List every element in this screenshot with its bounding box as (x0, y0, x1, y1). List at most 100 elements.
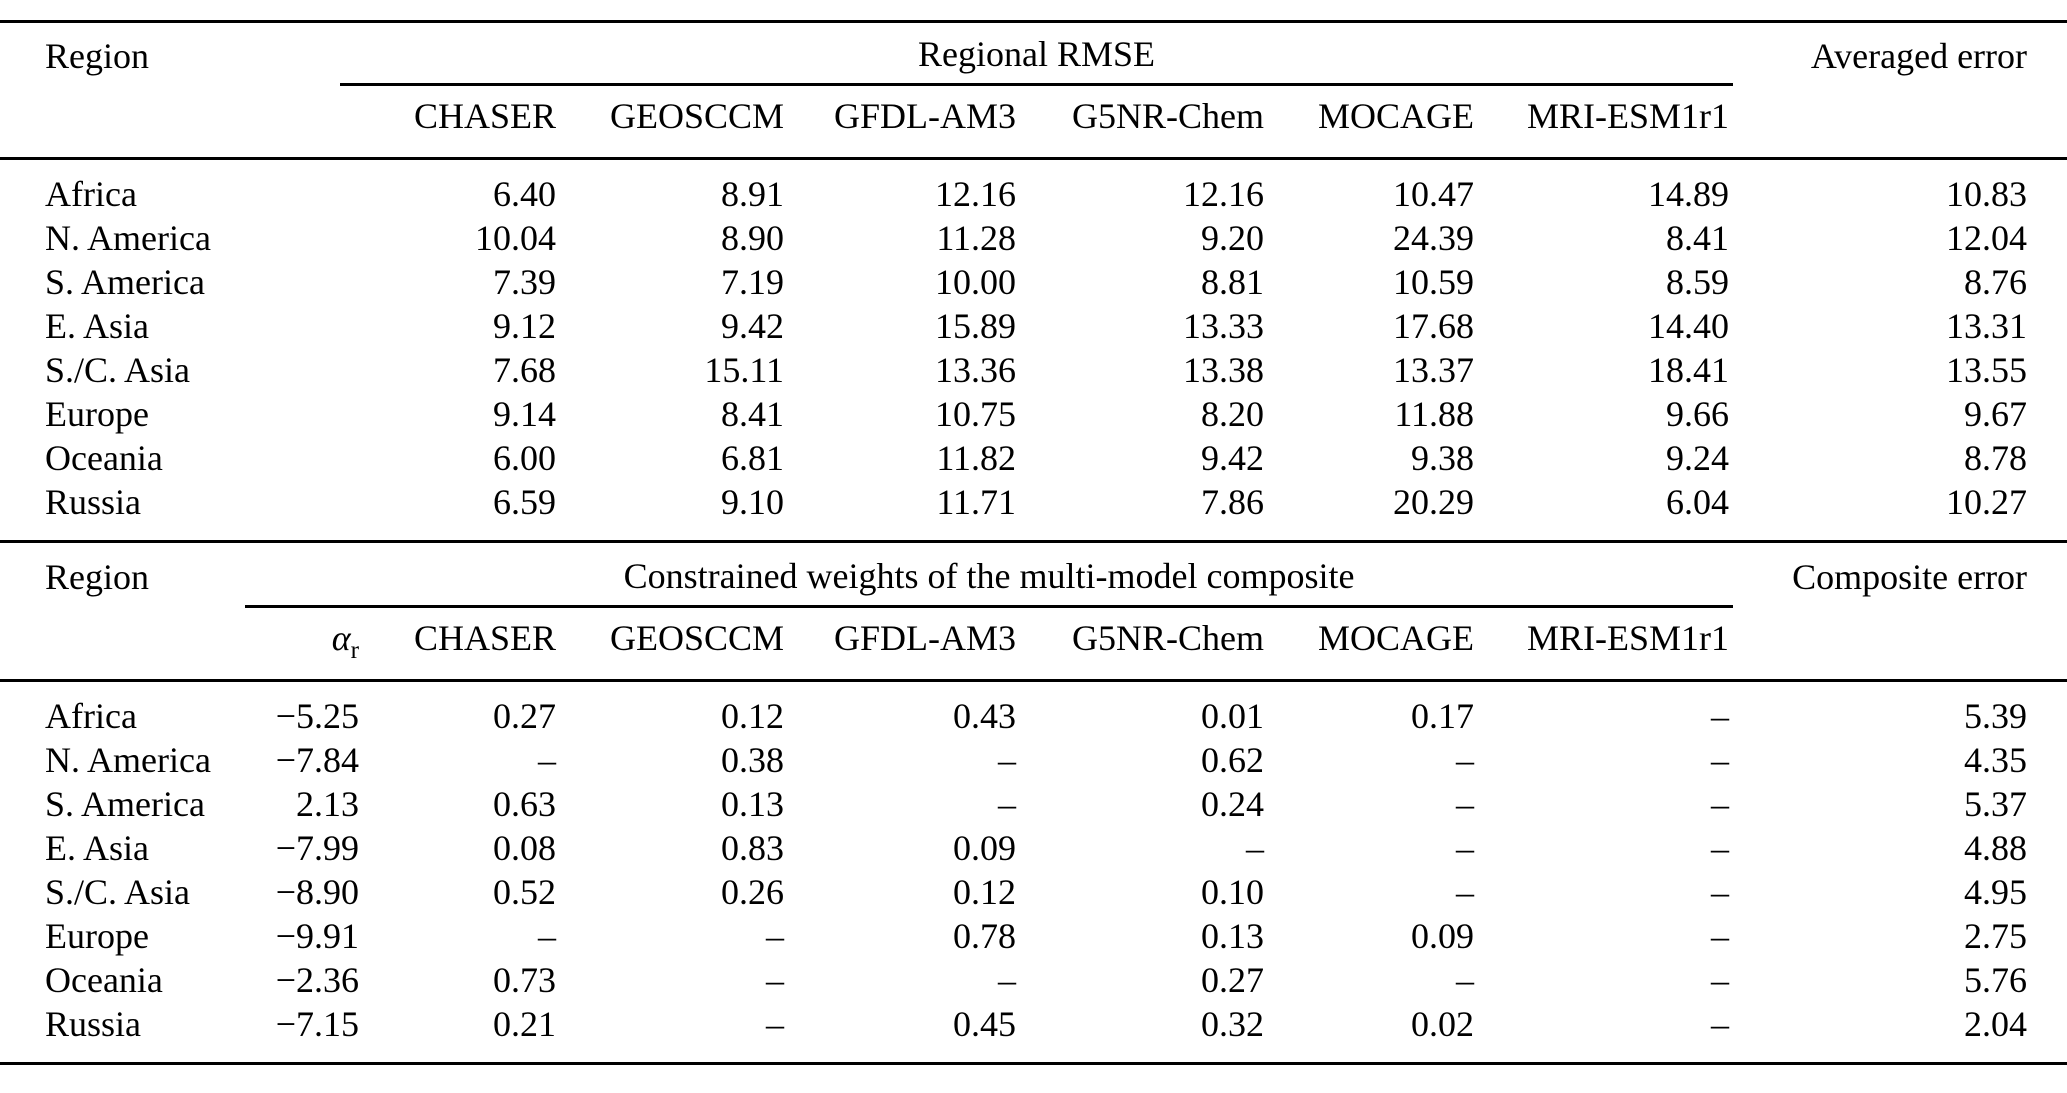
value-cell: 0.27 (1201, 959, 1264, 1000)
paper-table-figure: Region Regional RMSE Averaged error CHAS… (0, 20, 2067, 1065)
value-cell: 12.16 (1183, 174, 1264, 214)
value-cell: 0.43 (953, 695, 1016, 736)
region-cell: E. Asia (45, 827, 149, 868)
rmse-span-header: Regional RMSE (340, 21, 1734, 86)
value-cell: – (1711, 959, 1730, 1000)
alpha-r-header: αr (245, 606, 363, 682)
rmse-header-row-1: Region Regional RMSE Averaged error (0, 21, 2067, 86)
region-cell: Russia (45, 482, 142, 522)
value-cell: – (538, 915, 556, 956)
value-cell: 6.59 (493, 482, 556, 522)
value-cell: 13.38 (1183, 350, 1264, 390)
value-cell: 0.09 (1411, 915, 1474, 956)
averaged-error-header: Averaged error (1810, 35, 2028, 76)
region-cell: Africa (45, 695, 137, 736)
constrained-weights-table: Region Constrained weights of the multi-… (0, 543, 2067, 1065)
value-cell: 11.82 (936, 438, 1016, 478)
region-cell: E. Asia (45, 306, 149, 346)
value-cell: 24.39 (1393, 218, 1474, 258)
value-cell: 10.47 (1393, 174, 1474, 214)
empty-cell (0, 606, 245, 682)
value-cell: 11.28 (936, 218, 1016, 258)
value-cell: −9.91 (275, 915, 359, 956)
value-cell: 10.04 (475, 218, 556, 258)
value-cell: 0.17 (1411, 695, 1474, 736)
value-cell: −7.99 (275, 827, 359, 868)
value-cell: – (1711, 739, 1730, 780)
table-row: Africa −5.25 0.27 0.12 0.43 0.01 0.17 – 5.39 (0, 680, 2067, 738)
value-cell: 9.66 (1666, 394, 1730, 434)
value-cell: 8.78 (1964, 438, 2028, 478)
region-cell: S./C. Asia (45, 350, 191, 390)
value-cell: 2.75 (1964, 915, 2028, 956)
value-cell: 0.09 (953, 827, 1016, 868)
region-cell: N. America (45, 218, 211, 258)
value-cell: – (766, 959, 784, 1000)
value-cell: 8.41 (1666, 218, 1730, 258)
value-cell: – (1456, 783, 1474, 824)
value-cell: 2.13 (296, 783, 359, 824)
value-cell: 0.78 (953, 915, 1016, 956)
value-cell: – (1456, 827, 1474, 868)
value-cell: 8.76 (1964, 262, 2028, 302)
value-cell: 0.12 (953, 871, 1016, 912)
value-cell: 0.26 (721, 871, 784, 912)
value-cell: 0.08 (493, 827, 556, 868)
value-cell: 2.04 (1964, 1003, 2028, 1044)
table-row: S. America 7.39 7.19 10.00 8.81 10.59 8.59 8.76 (0, 260, 2067, 304)
value-cell: 11.71 (936, 482, 1016, 522)
value-cell: 0.45 (953, 1003, 1016, 1044)
value-cell: 9.12 (493, 306, 556, 346)
region-cell: N. America (45, 739, 211, 780)
region-cell: Oceania (45, 438, 163, 478)
table-row: E. Asia 9.12 9.42 15.89 13.33 17.68 14.40 13.31 (0, 304, 2067, 348)
model-header-geosccm: GEOSCCM (560, 606, 788, 682)
value-cell: – (998, 959, 1016, 1000)
value-cell: 8.91 (721, 174, 784, 214)
weights-header-row-1: Region Constrained weights of the multi-… (0, 543, 2067, 608)
table-row: N. America −7.84 – 0.38 – 0.62 – – 4.35 (0, 738, 2067, 782)
value-cell: – (1246, 827, 1264, 868)
value-cell: 0.27 (493, 695, 556, 736)
value-cell: 5.76 (1964, 959, 2028, 1000)
value-cell: – (1456, 959, 1474, 1000)
value-cell: – (766, 915, 784, 956)
value-cell: 13.36 (935, 350, 1016, 390)
value-cell: 0.24 (1201, 783, 1264, 824)
value-cell: −2.36 (275, 959, 359, 1000)
value-cell: 13.37 (1393, 350, 1474, 390)
value-cell: 13.33 (1183, 306, 1264, 346)
value-cell: – (1456, 871, 1474, 912)
value-cell: 8.41 (721, 394, 784, 434)
value-cell: 10.00 (935, 262, 1016, 302)
value-cell: 12.16 (935, 174, 1016, 214)
composite-error-header: Composite error (1792, 557, 2028, 597)
value-cell: 20.29 (1393, 482, 1474, 522)
value-cell: 9.38 (1411, 438, 1474, 478)
value-cell: 8.20 (1201, 394, 1264, 434)
value-cell: 10.59 (1393, 262, 1474, 302)
value-cell: 4.95 (1964, 871, 2028, 912)
value-cell: 9.14 (493, 394, 556, 434)
value-cell: 15.11 (704, 350, 784, 390)
value-cell: −8.90 (275, 871, 359, 912)
value-cell: 9.42 (1201, 438, 1264, 478)
value-cell: 0.62 (1201, 739, 1264, 780)
table-row: Africa 6.40 8.91 12.16 12.16 10.47 14.89 10.83 (0, 159, 2067, 217)
value-cell: 18.41 (1648, 350, 1730, 390)
value-cell: 0.10 (1201, 871, 1264, 912)
regional-rmse-table: Region Regional RMSE Averaged error CHAS… (0, 20, 2067, 543)
value-cell: – (766, 1003, 784, 1044)
value-cell: 6.40 (493, 174, 556, 214)
value-cell: 9.67 (1964, 394, 2028, 434)
table-row: Oceania −2.36 0.73 – – 0.27 – – 5.76 (0, 958, 2067, 1002)
value-cell: 0.83 (721, 827, 784, 868)
value-cell: 7.86 (1201, 482, 1264, 522)
value-cell: −7.15 (275, 1003, 359, 1044)
value-cell: 0.73 (493, 959, 556, 1000)
value-cell: 14.89 (1648, 174, 1730, 214)
value-cell: 4.88 (1964, 827, 2028, 868)
empty-cell (1733, 84, 2067, 160)
value-cell: – (538, 739, 556, 780)
value-cell: 6.81 (721, 438, 784, 478)
